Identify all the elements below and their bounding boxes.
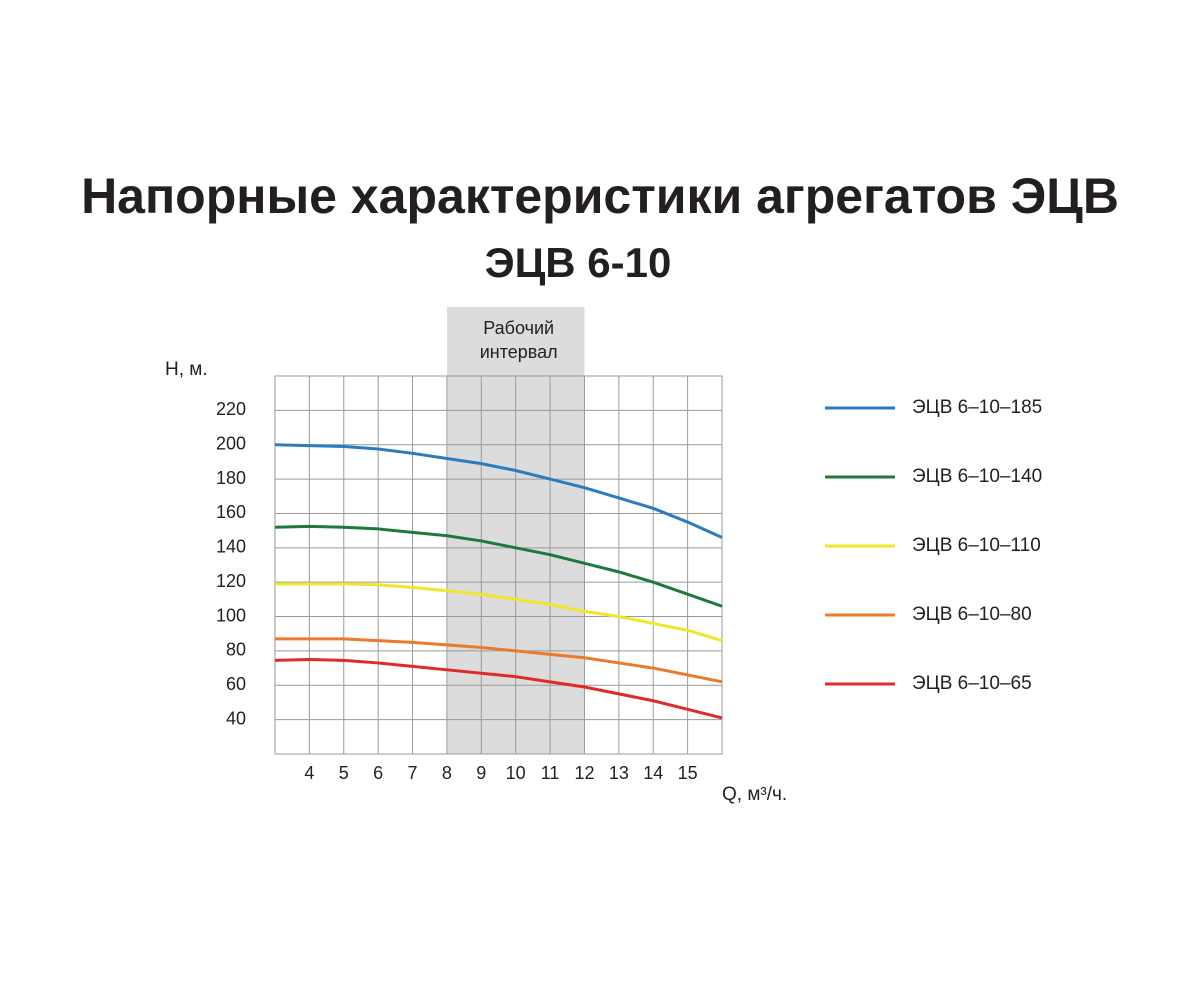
x-tick-label: 10	[506, 763, 526, 783]
x-tick-label: 4	[304, 763, 314, 783]
x-tick-label: 8	[442, 763, 452, 783]
x-tick-label: 7	[408, 763, 418, 783]
x-tick-label: 14	[643, 763, 663, 783]
legend-label: ЭЦВ 6–10–185	[912, 397, 1042, 418]
chart-subtitle: ЭЦВ 6-10	[485, 239, 672, 286]
series-line	[274, 524, 723, 608]
y-tick-label: 60	[226, 674, 246, 694]
chart-title: Напорные характеристики агрегатов ЭЦВ	[81, 168, 1119, 224]
y-tick-label: 140	[216, 537, 246, 557]
series-line	[275, 582, 723, 643]
y-tick-label: 100	[216, 605, 246, 625]
series-line	[274, 443, 723, 539]
x-tick-label: 9	[476, 763, 486, 783]
y-tick-label: 180	[216, 468, 246, 488]
y-tick-label: 200	[216, 433, 246, 453]
series-line	[275, 637, 723, 684]
legend-label: ЭЦВ 6–10–140	[912, 466, 1042, 487]
x-tick-label: 15	[678, 763, 698, 783]
x-tick-label: 13	[609, 763, 629, 783]
plot-frame	[274, 375, 723, 755]
y-tick-label: 120	[216, 571, 246, 591]
x-tick-label: 11	[541, 763, 560, 783]
x-tick-label: 5	[339, 763, 349, 783]
legend-label: ЭЦВ 6–10–80	[912, 604, 1032, 625]
y-tick-label: 160	[216, 502, 246, 522]
legend-label: ЭЦВ 6–10–65	[912, 673, 1032, 694]
y-tick-label: 220	[216, 399, 246, 419]
x-axis-label: Q, м³/ч.	[722, 784, 787, 805]
x-tick-label: 12	[574, 763, 594, 783]
series-line	[274, 658, 723, 720]
x-tick-label: 6	[373, 763, 383, 783]
y-axis-label: H, м.	[165, 359, 208, 380]
y-tick-label: 40	[226, 708, 246, 728]
annotation-text: Рабочий	[483, 318, 554, 338]
y-tick-label: 80	[226, 640, 246, 660]
annotation-text: интервал	[480, 342, 558, 362]
legend-label: ЭЦВ 6–10–110	[912, 535, 1041, 556]
